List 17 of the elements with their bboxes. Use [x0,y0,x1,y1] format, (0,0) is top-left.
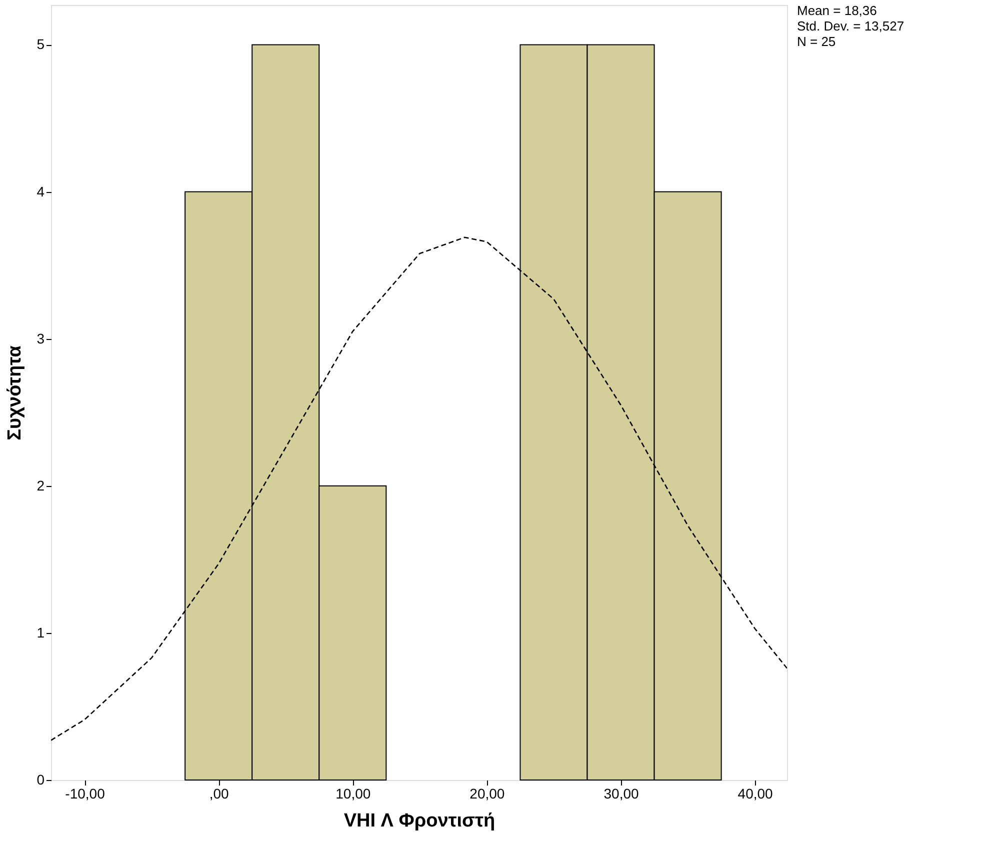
x-tick-label: 30,00 [604,786,639,802]
y-tick-label: 3 [36,330,45,346]
x-tick-label: 10,00 [336,786,371,802]
y-tick-label: 1 [36,624,45,640]
y-tick-label: 0 [36,772,45,788]
x-tick-label: ,00 [209,786,230,802]
text: Std. Dev. = 13,527 [797,18,904,34]
x-tick-label: 40,00 [738,786,774,802]
x-tick-label: -10,00 [65,786,106,802]
y-tick-label: 4 [36,183,45,200]
text: Mean = 18,36 [797,3,877,18]
y-tick-label: 5 [36,36,45,52]
text: N = 25 [797,34,836,49]
x-axis-title: VHI Λ Φροντιστή [344,810,496,832]
y-tick-label: 2 [36,477,45,494]
y-axis-title: Συχνότητα [4,345,26,440]
x-tick-label: 20,00 [470,786,505,802]
